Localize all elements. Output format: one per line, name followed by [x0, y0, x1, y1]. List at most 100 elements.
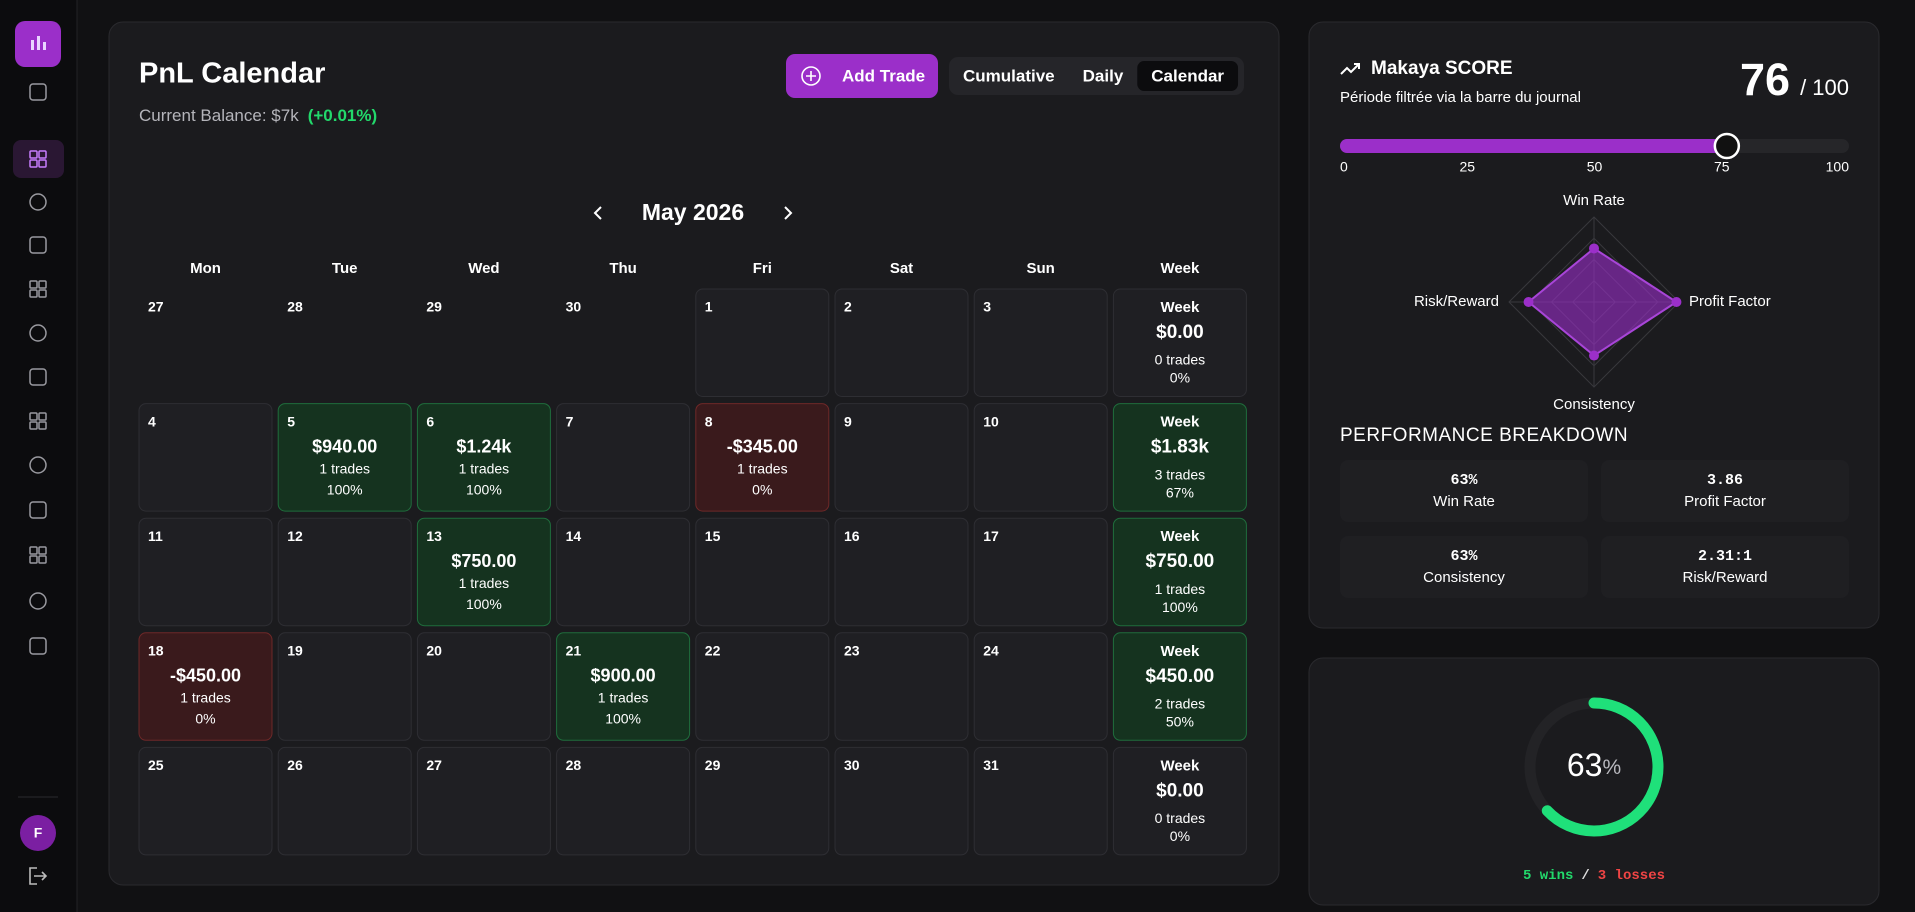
day-cell[interactable] [556, 403, 691, 512]
icon-shape [29, 324, 47, 342]
day-trades: 1 trades [180, 690, 231, 706]
nav-icon[interactable] [29, 412, 47, 430]
day-cell[interactable] [556, 632, 691, 741]
nav-icon[interactable] [29, 501, 47, 519]
balance: Current Balance: $7k (+0.01%) [139, 106, 377, 125]
day-pnl: $900.00 [591, 666, 656, 686]
view-option[interactable]: Daily [1083, 66, 1124, 85]
day-number: 12 [287, 528, 303, 544]
week-pnl: $450.00 [1146, 666, 1215, 687]
nav-icon[interactable] [29, 83, 47, 101]
nav-icon[interactable] [29, 193, 47, 211]
nav-icon[interactable] [29, 546, 47, 564]
day-cell[interactable] [416, 517, 551, 627]
day-cell[interactable] [277, 632, 412, 741]
view-option[interactable]: Calendar [1151, 66, 1224, 85]
day-cell[interactable] [695, 288, 830, 397]
slider-knob[interactable] [1713, 132, 1741, 160]
day-cell[interactable] [973, 403, 1108, 512]
wins: 5 wins [1523, 868, 1573, 884]
nav-icon[interactable] [29, 280, 47, 298]
day-cell[interactable] [973, 517, 1108, 627]
week-trades: 3 trades [1155, 466, 1206, 482]
week-rate: 67% [1166, 484, 1194, 500]
radar-point [1589, 350, 1599, 361]
day-cell[interactable] [416, 403, 551, 512]
day-number: 17 [983, 528, 999, 544]
icon-shape [38, 546, 47, 555]
gauge-unit: % [1602, 756, 1621, 779]
day-rate: 100% [466, 596, 502, 612]
icon-shape [29, 368, 47, 386]
next-month[interactable] [784, 206, 793, 220]
day-cell[interactable] [834, 746, 969, 856]
day-cell[interactable] [556, 746, 691, 856]
day-number: 23 [844, 643, 860, 659]
nav-icon[interactable] [29, 324, 47, 342]
avatar[interactable] [20, 815, 56, 851]
day-trades: 1 trades [319, 460, 370, 476]
nav-icon[interactable] [29, 456, 47, 474]
score-max: / 100 [1800, 75, 1849, 100]
week-trades: 0 trades [1155, 352, 1206, 368]
day-number: 30 [844, 757, 860, 773]
radar-axis-label: Risk/Reward [1414, 293, 1499, 310]
day-number: 29 [426, 299, 442, 315]
day-number: 18 [148, 643, 164, 659]
prev-month[interactable] [593, 206, 602, 220]
day-cell[interactable] [834, 288, 969, 397]
day-cell[interactable] [138, 746, 273, 856]
weekday-label: Sun [1027, 260, 1055, 277]
day-cell[interactable] [695, 403, 830, 512]
day-cell[interactable] [277, 403, 412, 512]
day-cell[interactable] [277, 746, 412, 856]
day-number: 2 [844, 299, 852, 315]
logo-icon [31, 36, 46, 50]
day-number: 7 [566, 413, 574, 429]
day-cell[interactable] [695, 517, 830, 627]
logout-icon[interactable] [29, 867, 48, 885]
add-trade-button[interactable] [786, 54, 938, 98]
nav-icon[interactable] [29, 236, 47, 254]
day-cell[interactable] [556, 517, 691, 627]
day-cell[interactable] [416, 746, 551, 856]
day-cell[interactable] [834, 403, 969, 512]
calendar-title: PnL Calendar [139, 58, 325, 90]
day-number: 27 [426, 757, 442, 773]
icon-shape [29, 546, 38, 555]
breakdown-label: Win Rate [1433, 493, 1495, 510]
day-number: 22 [705, 643, 721, 659]
day-cell[interactable] [138, 517, 273, 627]
day-pnl: $1.24k [456, 436, 512, 456]
day-cell[interactable] [695, 746, 830, 856]
avatar-initial: F [34, 825, 43, 841]
breakdown-card [1601, 536, 1849, 598]
view-option[interactable]: Cumulative [963, 66, 1055, 85]
day-cell[interactable] [834, 632, 969, 741]
icon-shape [38, 289, 47, 298]
day-cell[interactable] [834, 517, 969, 627]
week-cell [1112, 288, 1247, 397]
week-cell [1112, 746, 1247, 856]
nav-icon[interactable] [29, 637, 47, 655]
day-cell[interactable] [277, 517, 412, 627]
nav-icon[interactable] [29, 592, 47, 610]
nav-icon[interactable] [29, 368, 47, 386]
day-cell[interactable] [138, 403, 273, 512]
radar-point [1523, 297, 1534, 307]
day-cell[interactable] [695, 632, 830, 741]
day-cell[interactable] [973, 288, 1108, 397]
day-cell[interactable] [973, 632, 1108, 741]
day-number: 3 [983, 299, 991, 315]
day-cell[interactable] [973, 746, 1108, 856]
day-number: 30 [566, 299, 582, 315]
day-cell[interactable] [416, 632, 551, 741]
nav-icon[interactable] [29, 150, 47, 168]
day-cell[interactable] [138, 632, 273, 741]
icon-shape [29, 592, 47, 610]
icon-shape [29, 637, 47, 655]
day-number: 13 [426, 528, 442, 544]
breakdown-card [1340, 460, 1588, 522]
balance-change: (+0.01%) [308, 106, 377, 125]
